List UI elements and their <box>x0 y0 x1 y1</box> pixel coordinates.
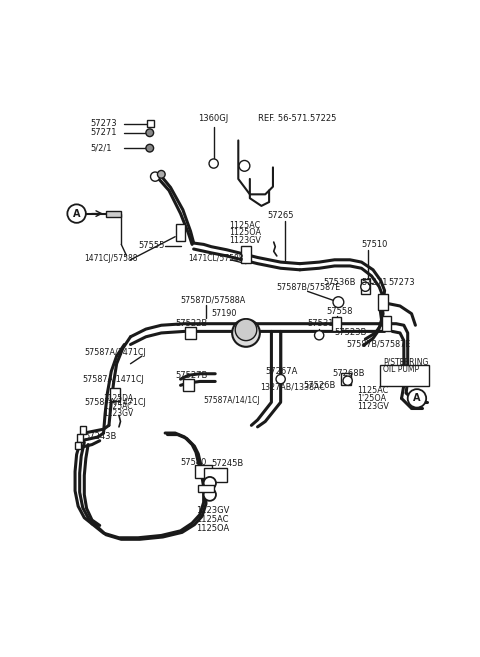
Text: 57527B: 57527B <box>175 371 207 380</box>
Text: 1123GV: 1123GV <box>358 401 390 411</box>
Circle shape <box>146 129 154 137</box>
Circle shape <box>157 170 165 178</box>
Text: 57273: 57273 <box>90 119 117 128</box>
Text: 57587A/1471CJ: 57587A/1471CJ <box>84 397 146 407</box>
Circle shape <box>276 374 285 384</box>
Text: 1125OA: 1125OA <box>196 524 229 533</box>
Text: 1125AC: 1125AC <box>229 221 260 230</box>
Text: 1123GV: 1123GV <box>229 236 261 245</box>
Circle shape <box>204 489 216 501</box>
Circle shape <box>151 172 160 181</box>
Circle shape <box>314 330 324 340</box>
Bar <box>80 426 86 434</box>
Circle shape <box>343 376 352 385</box>
Bar <box>195 464 212 478</box>
Bar <box>147 120 155 127</box>
Bar <box>332 317 341 330</box>
Bar <box>77 434 83 442</box>
Bar <box>378 294 388 310</box>
Text: REF. 56-571.57225: REF. 56-571.57225 <box>258 114 336 124</box>
Circle shape <box>146 145 154 152</box>
Text: 57587A/1471CJ: 57587A/1471CJ <box>84 348 146 357</box>
Text: 57273: 57273 <box>388 279 415 287</box>
Text: 1125AC: 1125AC <box>196 515 228 524</box>
Text: 1125AC: 1125AC <box>104 401 133 411</box>
Circle shape <box>204 477 216 489</box>
Circle shape <box>399 365 408 374</box>
Text: 1125OA: 1125OA <box>229 229 261 237</box>
Bar <box>183 379 193 392</box>
Text: 5/2/1: 5/2/1 <box>90 144 112 152</box>
Circle shape <box>361 282 370 291</box>
Bar <box>176 225 185 241</box>
Text: A: A <box>73 208 80 219</box>
Text: 57587A/14/1CJ: 57587A/14/1CJ <box>204 396 260 405</box>
Bar <box>75 442 81 449</box>
Bar <box>382 316 391 331</box>
Text: 57587A/1471CJ: 57587A/1471CJ <box>83 374 144 384</box>
Circle shape <box>67 204 86 223</box>
Text: 57522B: 57522B <box>175 319 207 328</box>
Bar <box>204 468 227 482</box>
FancyBboxPatch shape <box>380 365 429 386</box>
Text: 1123GV: 1123GV <box>104 409 134 419</box>
Text: 57523B: 57523B <box>335 328 367 338</box>
Bar <box>198 485 214 492</box>
Circle shape <box>209 159 218 168</box>
Text: 1471CL/57588: 1471CL/57588 <box>188 254 244 263</box>
Text: 57245B: 57245B <box>211 459 243 468</box>
Text: 57587B/57587E: 57587B/57587E <box>346 340 410 349</box>
Text: 57526B: 57526B <box>304 381 336 390</box>
Bar <box>106 210 121 217</box>
Text: 1123GV: 1123GV <box>196 505 229 514</box>
Bar <box>341 373 351 385</box>
Text: 57558: 57558 <box>327 307 353 316</box>
Text: 57510: 57510 <box>361 240 388 249</box>
Text: 1360GJ: 1360GJ <box>198 114 228 124</box>
Circle shape <box>408 389 426 407</box>
Text: 57587D/57588A: 57587D/57588A <box>180 296 246 304</box>
Circle shape <box>333 297 344 307</box>
Text: 1471CJ/57588: 1471CJ/57588 <box>84 254 138 263</box>
Text: 57555: 57555 <box>138 241 165 250</box>
Bar <box>361 279 370 294</box>
Text: 57267A: 57267A <box>265 367 298 376</box>
Text: 57587B/57587E: 57587B/57587E <box>277 283 341 291</box>
Text: A: A <box>413 394 420 403</box>
Text: 57271: 57271 <box>361 279 388 287</box>
Bar <box>241 246 251 263</box>
Text: OIL PUMP: OIL PUMP <box>383 365 419 374</box>
Text: 57271: 57271 <box>90 128 117 137</box>
Text: 1125AC: 1125AC <box>358 386 389 396</box>
Text: 57540: 57540 <box>180 458 207 467</box>
Text: 1'25OA: 1'25OA <box>358 394 387 403</box>
Text: 57268B: 57268B <box>332 369 365 378</box>
Circle shape <box>235 319 257 340</box>
Bar <box>110 388 120 401</box>
Text: 57265: 57265 <box>267 212 294 220</box>
Bar <box>185 327 196 339</box>
Text: 57536B: 57536B <box>323 279 356 287</box>
Text: 57243B: 57243B <box>84 432 117 442</box>
Text: 57190: 57190 <box>211 309 237 318</box>
Text: 1327AB/1338AC: 1327AB/1338AC <box>260 382 325 392</box>
Circle shape <box>232 319 260 347</box>
Text: P/STEERING: P/STEERING <box>383 357 429 367</box>
Text: 57531: 57531 <box>308 319 334 328</box>
Circle shape <box>239 160 250 171</box>
Text: 1125DA: 1125DA <box>104 394 133 403</box>
